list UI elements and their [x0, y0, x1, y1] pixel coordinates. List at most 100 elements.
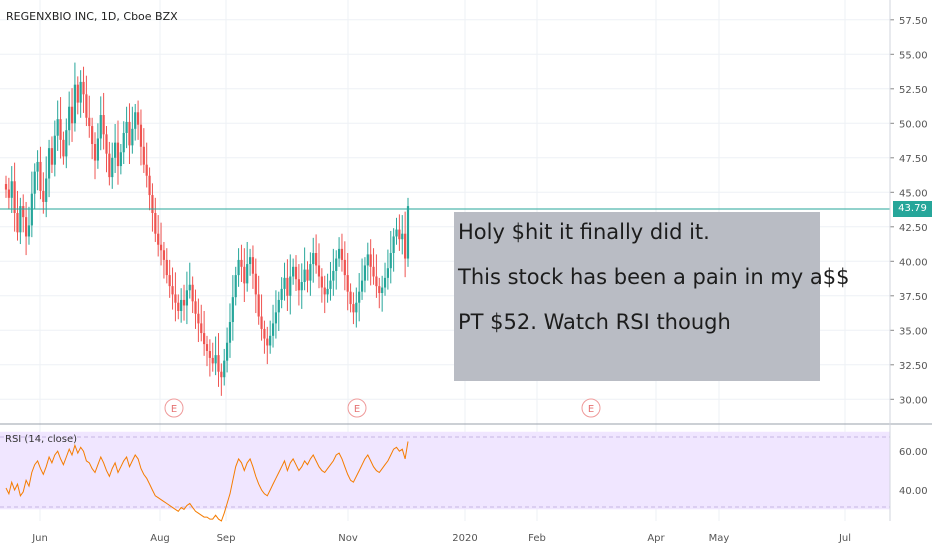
candle-body: [326, 288, 329, 295]
candle-body: [289, 276, 292, 296]
earnings-marker[interactable]: [347, 398, 367, 418]
candle-body: [36, 161, 39, 172]
candle-body: [381, 287, 384, 294]
candle-body: [145, 164, 148, 176]
y-tick-label: 47.50: [899, 154, 928, 165]
symbol-header: REGENXBIO INC, 1D, Cboe BZX: [6, 10, 178, 23]
candle-body: [343, 259, 346, 276]
y-tick-label: 30.00: [899, 395, 928, 406]
candle-body: [79, 81, 82, 103]
candle-body: [234, 275, 237, 298]
candle-body: [217, 355, 220, 372]
candle-body: [205, 344, 209, 351]
y-tick-label: 57.50: [899, 16, 928, 27]
candle-body: [243, 266, 246, 284]
y-axis: 57.50 55.00 52.50 50.00 47.50 45.00 42.50 40.00…: [890, 16, 928, 497]
candle-body: [70, 106, 74, 124]
candle-body: [389, 253, 392, 269]
candle-body: [7, 189, 10, 198]
candle-body: [332, 270, 335, 281]
candle-body: [369, 254, 372, 267]
candle-body: [214, 355, 217, 364]
y-tick-label: 40.00: [899, 257, 928, 268]
candle-body: [358, 291, 361, 303]
candle-body: [292, 266, 295, 277]
candle-body: [159, 244, 163, 251]
candle-body: [122, 132, 125, 153]
y-tick-label: 35.00: [899, 326, 928, 337]
candle-body: [142, 146, 145, 165]
candle-body: [25, 217, 28, 237]
earnings-marker[interactable]: [164, 398, 184, 418]
candle-body: [188, 284, 191, 291]
earnings-marker[interactable]: [581, 398, 601, 418]
annotation-line-2: This stock has been a pain in my a$$: [458, 265, 850, 289]
candle-body: [151, 195, 154, 213]
annotation-line-3: PT $52. Watch RSI though: [458, 310, 731, 334]
candle-body: [200, 323, 203, 334]
x-tick-label: Feb: [528, 533, 546, 544]
y-tick-label: 42.50: [899, 223, 928, 234]
candle-body: [27, 225, 31, 237]
candle-body: [398, 229, 401, 240]
candle-body: [119, 152, 122, 167]
candle-body: [366, 254, 369, 266]
candle-body: [303, 269, 306, 282]
candle-body: [404, 233, 407, 259]
y-tick-label: 55.00: [899, 50, 928, 61]
candle-body: [320, 276, 323, 288]
x-tick-label: Apr: [647, 533, 665, 544]
candle-body: [168, 275, 171, 287]
earnings-marker-label: E: [588, 404, 594, 415]
candle-body: [82, 81, 85, 95]
candle-body: [306, 269, 309, 281]
rsi-layer: [5, 441, 409, 522]
x-tick-label: Jun: [31, 533, 48, 544]
candle-body: [177, 302, 180, 311]
annotation-box[interactable]: Holy $hit it finally did it. This stock …: [454, 212, 850, 381]
candle-body: [85, 94, 88, 118]
candle-body: [231, 297, 234, 323]
candle-body: [406, 206, 410, 259]
candle-body: [208, 351, 211, 358]
candle-body: [19, 206, 22, 233]
candle-body: [136, 112, 140, 125]
candle-body: [337, 248, 341, 259]
y-tick-label: 52.50: [899, 85, 928, 96]
candle-body: [47, 148, 51, 179]
earnings-marker-label: E: [354, 404, 360, 415]
candle-body: [269, 335, 272, 346]
x-tick-label: May: [709, 533, 730, 544]
candle-body: [96, 138, 99, 161]
candle-body: [139, 124, 143, 147]
candle-body: [131, 128, 134, 146]
candle-body: [111, 157, 114, 178]
rsi-indicator-label[interactable]: RSI (14, close): [5, 434, 78, 445]
candle-body: [283, 277, 286, 289]
candle-body: [254, 273, 257, 295]
candle-body: [246, 264, 249, 284]
earnings-marker-label: E: [171, 404, 177, 415]
rsi-y-tick-label: 60.00: [899, 447, 928, 458]
last-price-tag: 43.79: [893, 200, 932, 217]
x-axis: Jun Aug Sep Nov 2020 Feb Apr May Jul: [31, 533, 851, 544]
candle-body: [50, 148, 54, 165]
candle-body: [260, 316, 263, 329]
candle-body: [148, 175, 151, 196]
candle-body: [45, 178, 48, 202]
candle-body: [93, 144, 97, 161]
candle-body: [352, 304, 355, 313]
candle-body: [53, 135, 56, 165]
candle-body: [375, 276, 378, 287]
candle-body: [76, 84, 79, 103]
candle-body: [99, 115, 102, 139]
candle-body: [33, 171, 36, 194]
candle-body: [340, 248, 344, 260]
candle-body: [280, 288, 283, 300]
candle-body: [277, 299, 280, 313]
candle-body: [401, 233, 404, 240]
candle-body: [309, 264, 312, 281]
x-tick-label: Nov: [338, 533, 358, 544]
